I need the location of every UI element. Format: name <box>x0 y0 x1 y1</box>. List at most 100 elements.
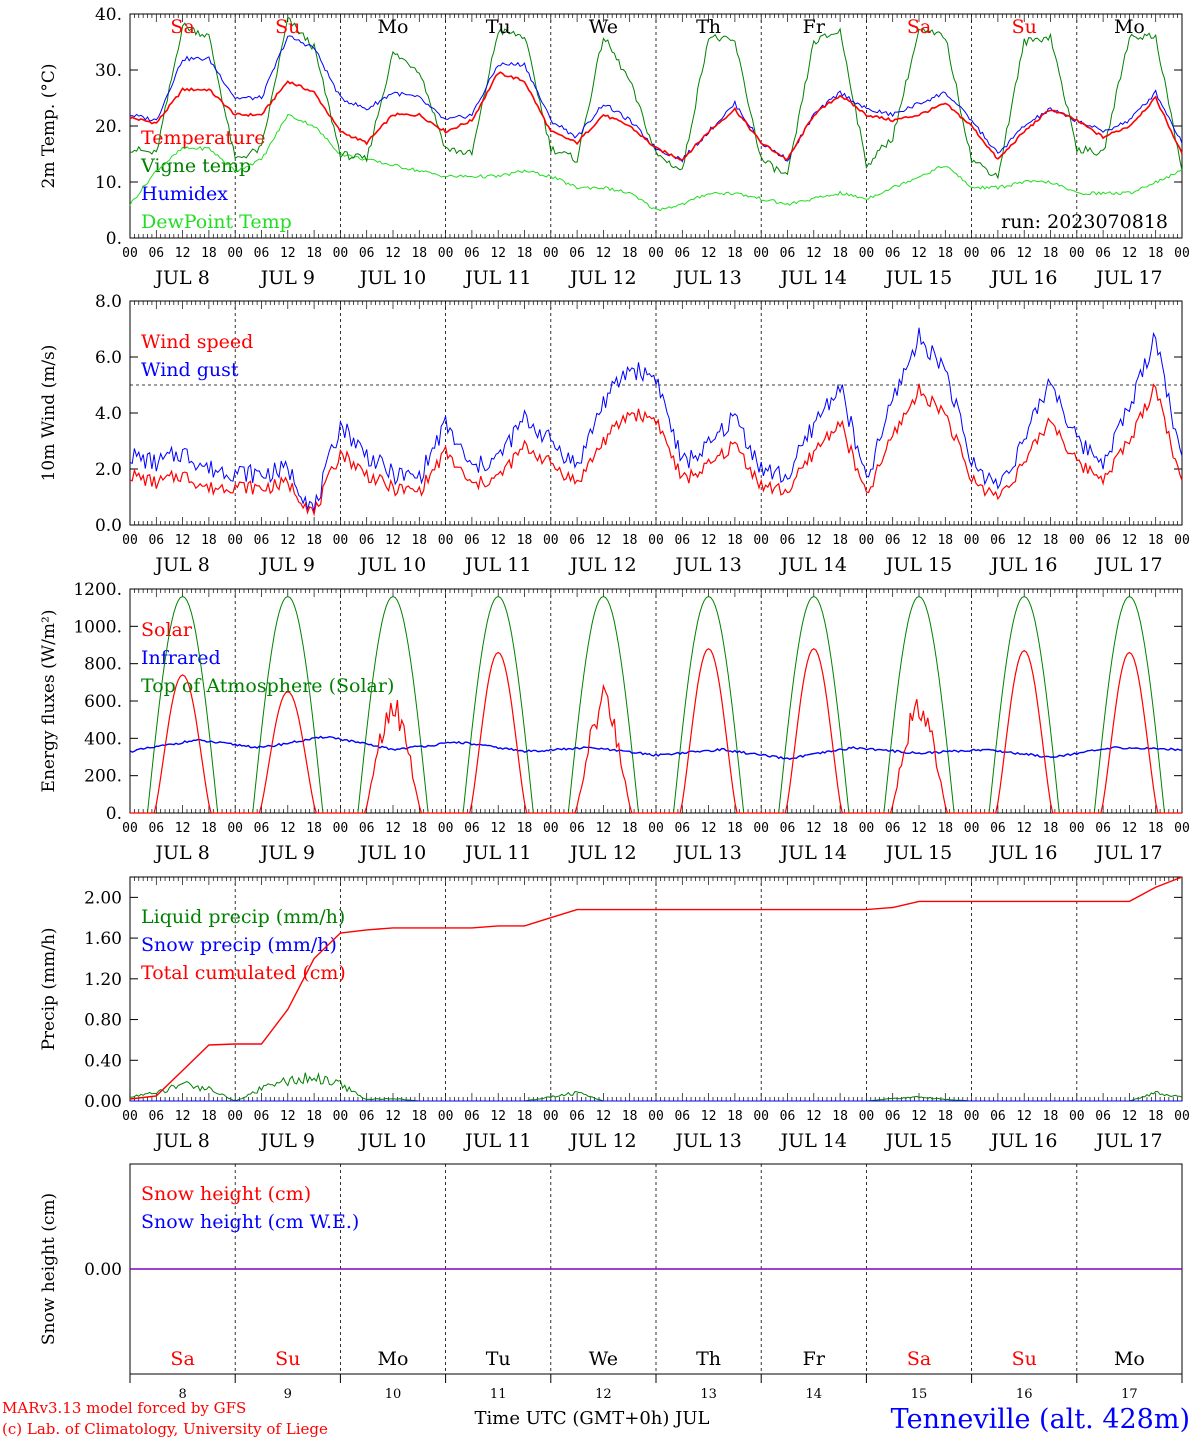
y-tick-label: 40. <box>95 5 122 25</box>
x-hour-label: 06 <box>464 821 480 836</box>
x-date-label: JUL 12 <box>568 842 636 864</box>
x-hour-label: 06 <box>359 246 375 261</box>
x-hour-label: 18 <box>411 246 427 261</box>
x-hour-label: 06 <box>780 533 796 548</box>
x-hour-label: 00 <box>753 533 769 548</box>
x-hour-label: 18 <box>1043 246 1059 261</box>
x-hour-label: 06 <box>1095 1109 1111 1124</box>
x-hour-label: 12 <box>175 246 191 261</box>
x-hour-label: 00 <box>543 533 559 548</box>
weekday-label: Sa <box>170 1348 194 1370</box>
x-hour-label: 12 <box>911 246 927 261</box>
x-date-label: JUL 15 <box>884 267 952 289</box>
x-hour-label: 06 <box>148 246 164 261</box>
x-date-label: JUL 8 <box>153 842 209 864</box>
x-hour-label: 06 <box>464 246 480 261</box>
legend-entry: Infrared <box>141 647 221 669</box>
y-axis-label: Precip (mm/h) <box>39 927 59 1050</box>
y-tick-label: 30. <box>95 61 122 81</box>
x-hour-label: 00 <box>859 533 875 548</box>
x-hour-label: 00 <box>543 246 559 261</box>
legend-entry: Snow height (cm W.E.) <box>141 1211 359 1233</box>
legend-entry: Snow height (cm) <box>141 1183 311 1205</box>
x-date-label: JUL 13 <box>673 267 741 289</box>
x-hour-label: 06 <box>885 246 901 261</box>
x-date-label: JUL 11 <box>463 267 531 289</box>
x-hour-label: 06 <box>780 246 796 261</box>
y-tick-label: 0. <box>106 804 122 824</box>
x-hour-label: 18 <box>622 821 638 836</box>
x-hour-label: 12 <box>385 246 401 261</box>
x-hour-label: 06 <box>990 533 1006 548</box>
humidex-line <box>129 35 1183 163</box>
panel-1: 0. 10. 20. 30. 40. 2m Temp. (°C) 00 06 12 18 JUL 8… <box>39 5 1190 289</box>
x-hour-label: 00 <box>438 1109 454 1124</box>
legend-entry: Snow precip (mm/h) <box>141 934 337 956</box>
x-hour-label: 00 <box>438 821 454 836</box>
vigne-temp-line <box>129 16 1183 180</box>
x-date-label: JUL 10 <box>358 554 426 576</box>
x-hour-label: 18 <box>306 246 322 261</box>
footer-lab-credit: (c) Lab. of Climatology, University of L… <box>2 1420 328 1438</box>
x-date-label: JUL 15 <box>884 554 952 576</box>
x-hour-label: 18 <box>622 246 638 261</box>
weekday-label: Sa <box>907 1348 931 1370</box>
x-hour-label: 12 <box>806 1109 822 1124</box>
x-hour-label: 06 <box>674 246 690 261</box>
x-hour-label: 18 <box>411 1109 427 1124</box>
x-date-label: JUL 17 <box>1094 554 1162 576</box>
x-date-label: JUL 11 <box>463 842 531 864</box>
x-date-label: JUL 17 <box>1094 842 1162 864</box>
x-hour-label: 12 <box>175 821 191 836</box>
x-hour-label: 00 <box>1174 533 1190 548</box>
x-hour-label: 12 <box>806 533 822 548</box>
x-hour-label: 06 <box>780 1109 796 1124</box>
x-hour-label: 06 <box>254 246 270 261</box>
solar-line <box>130 647 1182 814</box>
x-hour-label: 00 <box>122 821 138 836</box>
x-hour-label: 06 <box>990 246 1006 261</box>
y-tick-label: 4.0 <box>95 404 122 424</box>
x-hour-label: 00 <box>227 246 243 261</box>
x-hour-label: 06 <box>148 821 164 836</box>
weekday-label: We <box>589 16 618 38</box>
x-hour-label: 06 <box>674 821 690 836</box>
x-hour-label: 06 <box>1095 821 1111 836</box>
y-tick-label: 6.0 <box>95 348 122 368</box>
panel-frame <box>129 300 1183 526</box>
x-hour-label: 00 <box>333 246 349 261</box>
x-hour-label: 06 <box>569 1109 585 1124</box>
x-date-label: JUL 13 <box>673 842 741 864</box>
x-date-label: JUL 9 <box>259 267 315 289</box>
day-number-label: 13 <box>700 1387 717 1402</box>
y-tick-label: 2.0 <box>95 460 122 480</box>
x-hour-label: 18 <box>622 1109 638 1124</box>
weekday-label: Th <box>696 16 721 38</box>
x-hour-label: 12 <box>1016 246 1032 261</box>
x-date-label: JUL 14 <box>779 267 847 289</box>
x-hour-label: 18 <box>832 1109 848 1124</box>
footer-model-credit: MARv3.13 model forced by GFS <box>2 1399 246 1417</box>
x-hour-label: 06 <box>359 533 375 548</box>
y-tick-label: 1.60 <box>84 929 122 949</box>
x-hour-label: 18 <box>727 821 743 836</box>
x-hour-label: 18 <box>1148 246 1164 261</box>
x-hour-label: 12 <box>1016 821 1032 836</box>
x-date-label: JUL 10 <box>358 842 426 864</box>
x-hour-label: 06 <box>359 1109 375 1124</box>
x-hour-label: 12 <box>175 533 191 548</box>
footer-station-name: Tenneville (alt. 428m) <box>891 1404 1190 1435</box>
y-tick-label: 0.40 <box>84 1051 122 1071</box>
x-hour-label: 00 <box>648 821 664 836</box>
x-hour-label: 12 <box>1122 1109 1138 1124</box>
x-hour-label: 00 <box>648 1109 664 1124</box>
weekday-label: Su <box>1012 1348 1037 1370</box>
x-hour-label: 00 <box>227 1109 243 1124</box>
weekday-label: We <box>589 1348 618 1370</box>
x-hour-label: 18 <box>727 246 743 261</box>
x-hour-label: 18 <box>937 533 953 548</box>
x-date-label: JUL 16 <box>989 842 1057 864</box>
x-hour-label: 06 <box>885 1109 901 1124</box>
x-hour-label: 12 <box>596 1109 612 1124</box>
x-date-label: JUL 9 <box>259 554 315 576</box>
